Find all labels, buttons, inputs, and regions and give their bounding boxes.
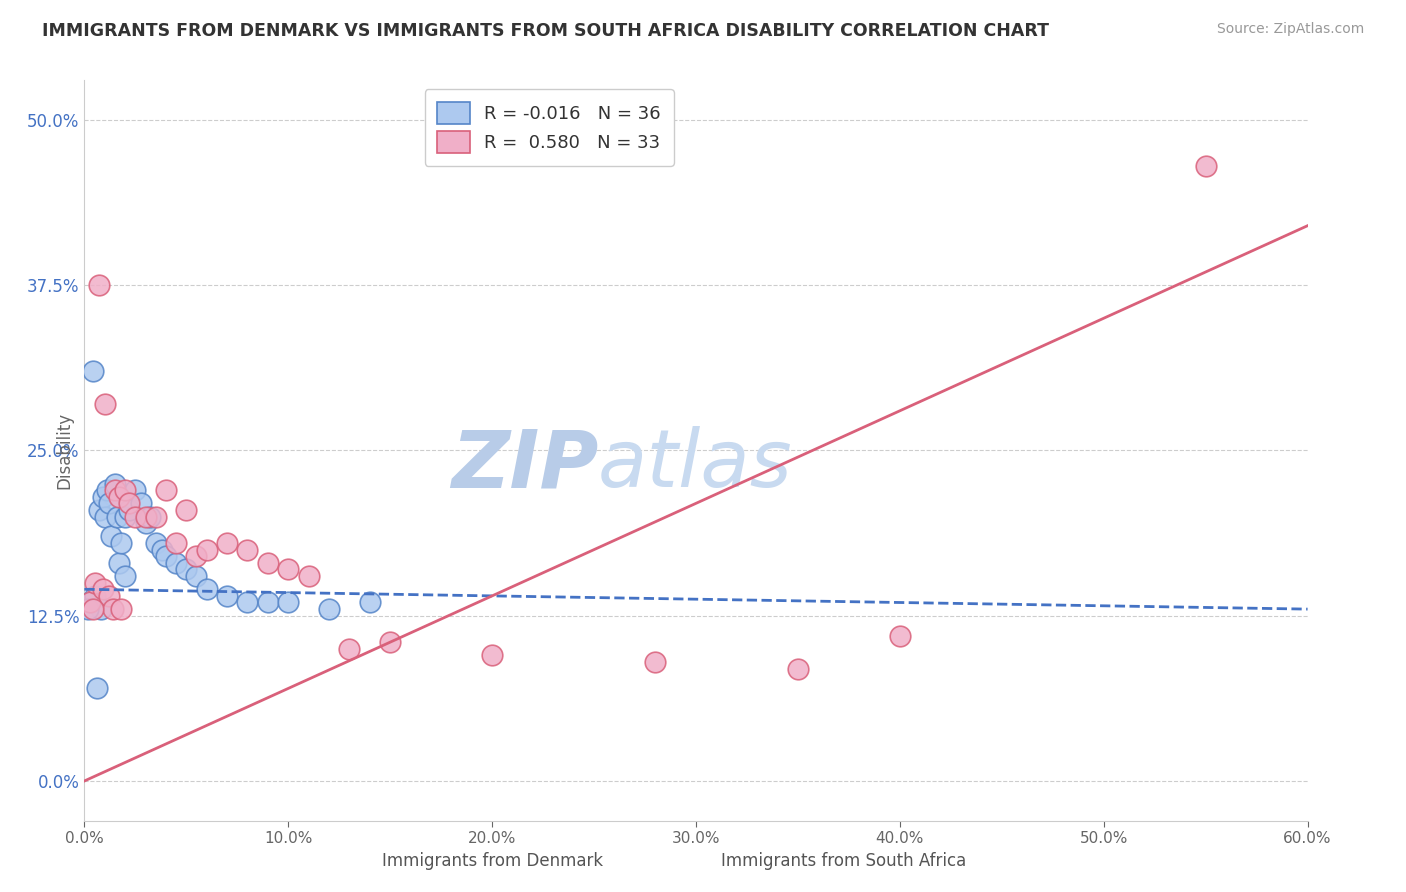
Point bbox=[124, 483, 146, 497]
Point bbox=[138, 509, 160, 524]
Point bbox=[318, 602, 340, 616]
Point bbox=[165, 536, 187, 550]
Point bbox=[100, 529, 122, 543]
Point bbox=[82, 602, 104, 616]
Text: atlas: atlas bbox=[598, 426, 793, 504]
Point bbox=[93, 397, 115, 411]
Point bbox=[145, 536, 167, 550]
Point bbox=[359, 595, 381, 609]
Point bbox=[150, 542, 173, 557]
Legend: R = -0.016   N = 36, R =  0.580   N = 33: R = -0.016 N = 36, R = 0.580 N = 33 bbox=[425, 89, 673, 166]
Point bbox=[118, 503, 141, 517]
Point bbox=[87, 278, 110, 293]
Point bbox=[644, 655, 666, 669]
Point bbox=[118, 496, 141, 510]
Text: IMMIGRANTS FROM DENMARK VS IMMIGRANTS FROM SOUTH AFRICA DISABILITY CORRELATION C: IMMIGRANTS FROM DENMARK VS IMMIGRANTS FR… bbox=[42, 22, 1049, 40]
Point bbox=[339, 641, 361, 656]
Point bbox=[165, 556, 187, 570]
Point bbox=[195, 582, 218, 597]
Point bbox=[174, 562, 197, 576]
Text: Immigrants from Denmark: Immigrants from Denmark bbox=[381, 852, 603, 870]
Point bbox=[195, 542, 218, 557]
Point bbox=[257, 595, 280, 609]
Point bbox=[77, 602, 100, 616]
Text: Source: ZipAtlas.com: Source: ZipAtlas.com bbox=[1216, 22, 1364, 37]
Point bbox=[186, 569, 208, 583]
Point bbox=[135, 509, 157, 524]
Point bbox=[91, 582, 114, 597]
Point bbox=[155, 483, 177, 497]
Point bbox=[298, 569, 321, 583]
Point bbox=[236, 595, 259, 609]
Point bbox=[105, 509, 128, 524]
Point bbox=[104, 483, 127, 497]
Point bbox=[1195, 159, 1218, 173]
Point bbox=[217, 589, 239, 603]
Point bbox=[380, 635, 402, 649]
Point bbox=[101, 602, 124, 616]
Point bbox=[124, 509, 146, 524]
Point bbox=[108, 490, 131, 504]
Point bbox=[186, 549, 208, 564]
Point bbox=[110, 536, 132, 550]
Point bbox=[787, 662, 810, 676]
Point bbox=[83, 589, 105, 603]
Point bbox=[174, 503, 197, 517]
Point bbox=[91, 490, 114, 504]
Point bbox=[236, 542, 259, 557]
Point bbox=[889, 629, 911, 643]
Point bbox=[79, 595, 101, 609]
Point bbox=[97, 496, 120, 510]
Point bbox=[86, 681, 108, 696]
Point bbox=[110, 602, 132, 616]
Point bbox=[481, 648, 503, 663]
Point bbox=[277, 595, 299, 609]
Text: ZIP: ZIP bbox=[451, 426, 598, 504]
Point bbox=[114, 509, 136, 524]
Point bbox=[135, 516, 157, 531]
Point bbox=[90, 602, 112, 616]
Point bbox=[131, 496, 153, 510]
Point bbox=[87, 503, 110, 517]
Point bbox=[82, 364, 104, 378]
Text: Immigrants from South Africa: Immigrants from South Africa bbox=[721, 852, 966, 870]
Point bbox=[104, 476, 127, 491]
Y-axis label: Disability: Disability bbox=[55, 412, 73, 489]
Point bbox=[114, 483, 136, 497]
Point bbox=[217, 536, 239, 550]
Point bbox=[93, 509, 115, 524]
Point bbox=[145, 509, 167, 524]
Point bbox=[97, 589, 120, 603]
Point bbox=[114, 569, 136, 583]
Point bbox=[96, 483, 118, 497]
Point bbox=[79, 595, 101, 609]
Point bbox=[83, 575, 105, 590]
Point bbox=[277, 562, 299, 576]
Point bbox=[155, 549, 177, 564]
Point bbox=[257, 556, 280, 570]
Point bbox=[108, 556, 131, 570]
